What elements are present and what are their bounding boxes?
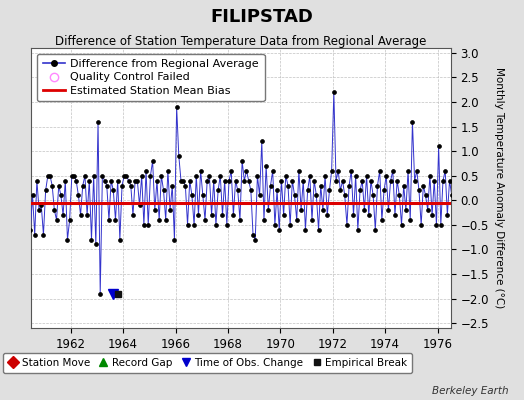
Text: Berkeley Earth: Berkeley Earth: [432, 386, 508, 396]
Title: Difference of Station Temperature Data from Regional Average: Difference of Station Temperature Data f…: [56, 35, 427, 48]
Y-axis label: Monthly Temperature Anomaly Difference (°C): Monthly Temperature Anomaly Difference (…: [495, 67, 505, 309]
Text: FILIPSTAD: FILIPSTAD: [211, 8, 313, 26]
Legend: Station Move, Record Gap, Time of Obs. Change, Empirical Break: Station Move, Record Gap, Time of Obs. C…: [3, 353, 412, 373]
